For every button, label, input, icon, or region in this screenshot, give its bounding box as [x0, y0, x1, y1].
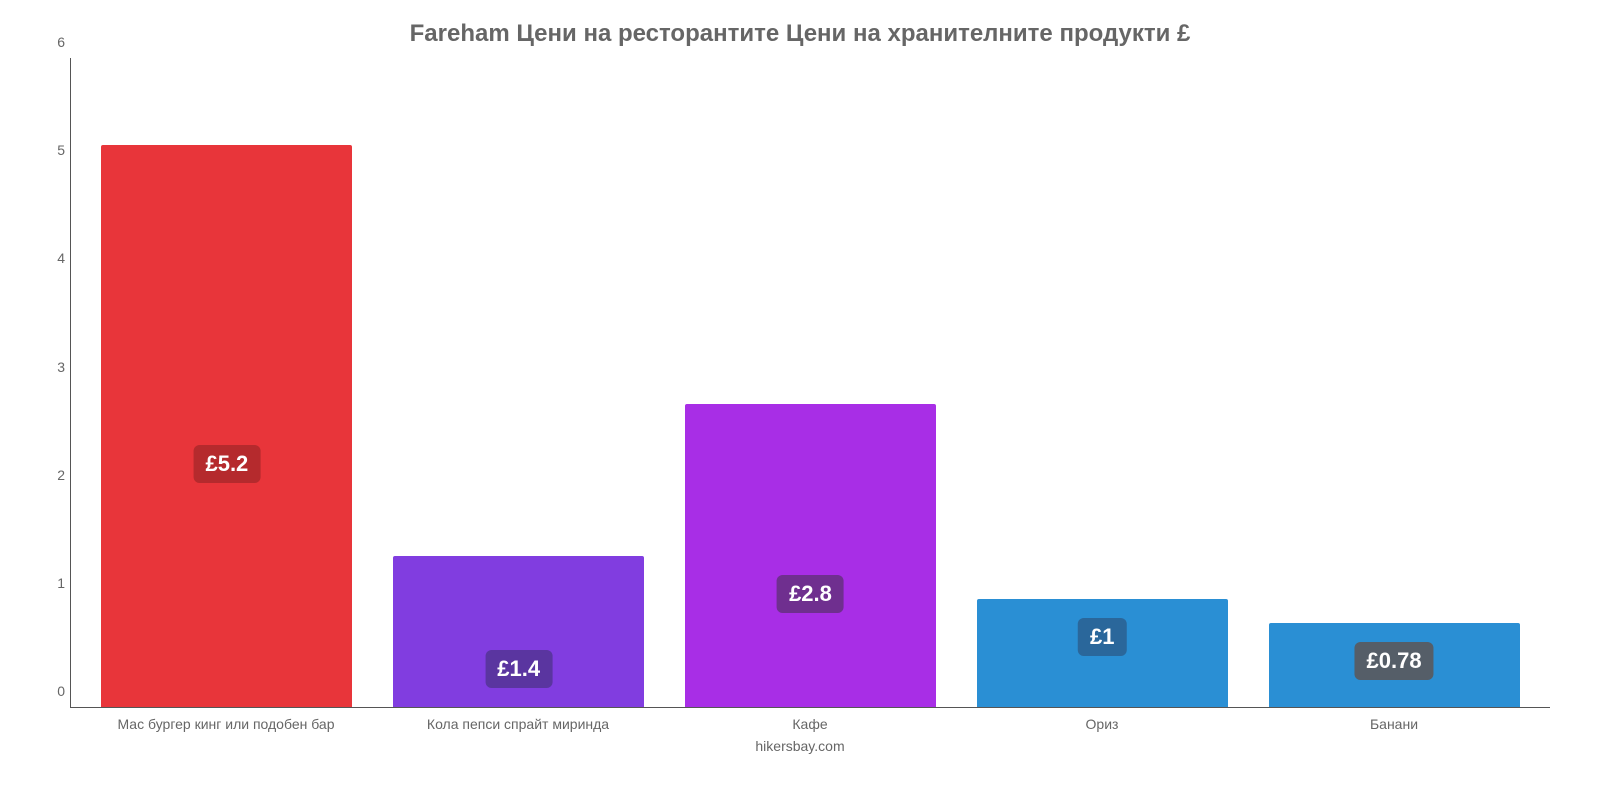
x-axis-label: Кола пепси спрайт миринда	[372, 716, 664, 732]
bars-row: £5.2 £1.4 £2.8 £1 £0.78	[71, 58, 1550, 707]
y-tick: 1	[41, 575, 65, 591]
bar-slot: £1	[956, 58, 1248, 707]
y-tick: 2	[41, 467, 65, 483]
bar	[685, 404, 936, 707]
bar-value-label: £2.8	[777, 575, 844, 613]
y-tick: 4	[41, 250, 65, 266]
bar-value-label: £1	[1078, 618, 1126, 656]
bar-value-label: £1.4	[485, 650, 552, 688]
bar-slot: £0.78	[1248, 58, 1540, 707]
y-tick: 3	[41, 359, 65, 375]
y-tick: 6	[41, 34, 65, 50]
y-tick: 5	[41, 142, 65, 158]
bar-slot: £2.8	[665, 58, 957, 707]
bar-value-label: £0.78	[1355, 642, 1434, 680]
x-axis-labels: Мас бургер кинг или подобен барКола пепс…	[70, 708, 1550, 732]
bar-value-label: £5.2	[193, 445, 260, 483]
chart-container: Fareham Цени на ресторантите Цени на хра…	[0, 0, 1600, 800]
bar	[101, 145, 352, 707]
x-axis-label: Ориз	[956, 716, 1248, 732]
plot-area: £5.2£1.4£2.8£1£0.78 0123456	[70, 58, 1550, 708]
bar-slot: £1.4	[373, 58, 665, 707]
footer-credit: hikersbay.com	[40, 738, 1560, 754]
bar-slot: £5.2	[81, 58, 373, 707]
x-axis-label: Банани	[1248, 716, 1540, 732]
x-axis-label: Кафе	[664, 716, 956, 732]
x-axis-label: Мас бургер кинг или подобен бар	[80, 716, 372, 732]
chart-title: Fareham Цени на ресторантите Цени на хра…	[40, 20, 1560, 48]
y-tick: 0	[41, 683, 65, 699]
